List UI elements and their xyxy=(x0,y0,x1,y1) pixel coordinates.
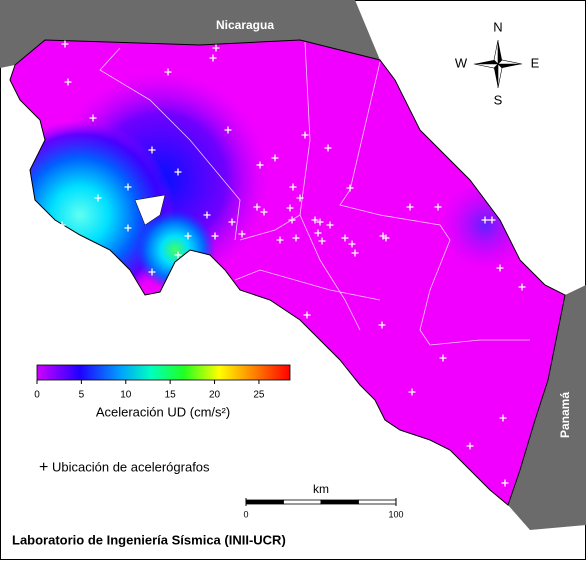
station-marker xyxy=(271,154,279,162)
station-marker xyxy=(318,237,326,245)
station-marker xyxy=(289,183,297,191)
panama-land xyxy=(508,285,586,530)
country-label: Panamá xyxy=(558,392,572,438)
colorbar-tick-label: 0 xyxy=(34,390,40,401)
station-marker xyxy=(301,131,309,139)
accelerograph-points xyxy=(58,40,526,487)
gulf-of-nicoya xyxy=(134,194,166,226)
colorbar-axis: 0 5 10 15 20 25 xyxy=(34,380,265,401)
station-marker xyxy=(378,321,386,329)
station-marker xyxy=(211,232,219,240)
station-marker xyxy=(61,40,69,48)
station-marker xyxy=(408,388,416,396)
station-marker xyxy=(326,221,334,229)
colorbar-tick-label: 10 xyxy=(120,390,132,401)
station-marker xyxy=(276,236,284,244)
colorbar-tick-label: 25 xyxy=(253,390,265,401)
station-marker xyxy=(434,203,442,211)
station-marker xyxy=(94,194,102,202)
station-marker xyxy=(256,161,264,169)
scale-unit: km xyxy=(313,482,329,496)
scale-tick-label: 0 xyxy=(243,509,248,519)
scale-segment xyxy=(245,499,284,505)
station-marker xyxy=(518,283,526,291)
station-marker xyxy=(348,240,356,248)
scale-segment xyxy=(283,499,322,505)
station-marker xyxy=(260,208,268,216)
station-marker xyxy=(209,54,217,62)
compass-label: N xyxy=(493,19,502,34)
compass: N S W E xyxy=(455,19,540,107)
station-marker xyxy=(212,44,220,52)
station-marker xyxy=(496,264,504,272)
station-marker xyxy=(64,78,72,86)
compass-label: W xyxy=(455,55,468,70)
station-marker xyxy=(488,216,496,224)
station-marker xyxy=(404,461,412,469)
legend-marker: + xyxy=(39,459,48,476)
station-marker xyxy=(238,230,246,238)
scale-segment xyxy=(358,499,397,505)
station-marker xyxy=(351,249,359,257)
station-marker xyxy=(316,218,324,226)
colorbar-tick-label: 20 xyxy=(209,390,221,401)
station-marker xyxy=(406,203,414,211)
station-marker xyxy=(224,126,232,134)
nicaragua-land xyxy=(0,0,380,68)
station-marker xyxy=(288,216,296,224)
legend-label: Ubicación de acelerógrafos xyxy=(52,459,210,474)
colorbar xyxy=(36,364,291,381)
station-marker xyxy=(311,216,319,224)
colorbar-label: Aceleración UD (cm/s²) xyxy=(96,404,230,419)
station-marker xyxy=(303,311,311,319)
station-marker xyxy=(314,229,322,237)
station-marker xyxy=(174,168,182,176)
station-marker xyxy=(228,218,236,226)
scale-segment xyxy=(320,499,359,505)
station-marker xyxy=(148,268,156,276)
station-marker xyxy=(174,251,182,259)
station-marker xyxy=(286,204,294,212)
colorbar-tick-label: 5 xyxy=(79,390,85,401)
compass-label: S xyxy=(494,92,503,107)
station-marker xyxy=(466,442,474,450)
footer: Laboratorio de Ingeniería Sísmica (INII-… xyxy=(12,532,286,547)
scale-bar: 0 100 xyxy=(243,498,404,519)
station-marker xyxy=(58,221,66,229)
station-marker xyxy=(184,232,192,240)
colorbar-tick-label: 15 xyxy=(165,390,177,401)
station-marker xyxy=(324,144,332,152)
station-marker xyxy=(226,283,234,291)
station-marker xyxy=(346,184,354,192)
station-marker xyxy=(292,234,300,242)
compass-label: E xyxy=(531,55,540,70)
station-marker xyxy=(203,211,211,219)
station-marker xyxy=(164,68,172,76)
station-marker xyxy=(382,234,390,242)
station-marker xyxy=(124,183,132,191)
station-marker xyxy=(499,414,507,422)
country-label: Nicaragua xyxy=(216,18,274,32)
station-marker xyxy=(253,203,261,211)
station-marker xyxy=(341,234,349,242)
station-marker xyxy=(501,479,509,487)
scale-tick-label: 100 xyxy=(388,509,403,519)
station-marker xyxy=(89,114,97,122)
station-marker xyxy=(439,354,447,362)
station-marker xyxy=(124,224,132,232)
station-marker xyxy=(148,146,156,154)
station-marker xyxy=(296,194,304,202)
station-marker xyxy=(481,216,489,224)
